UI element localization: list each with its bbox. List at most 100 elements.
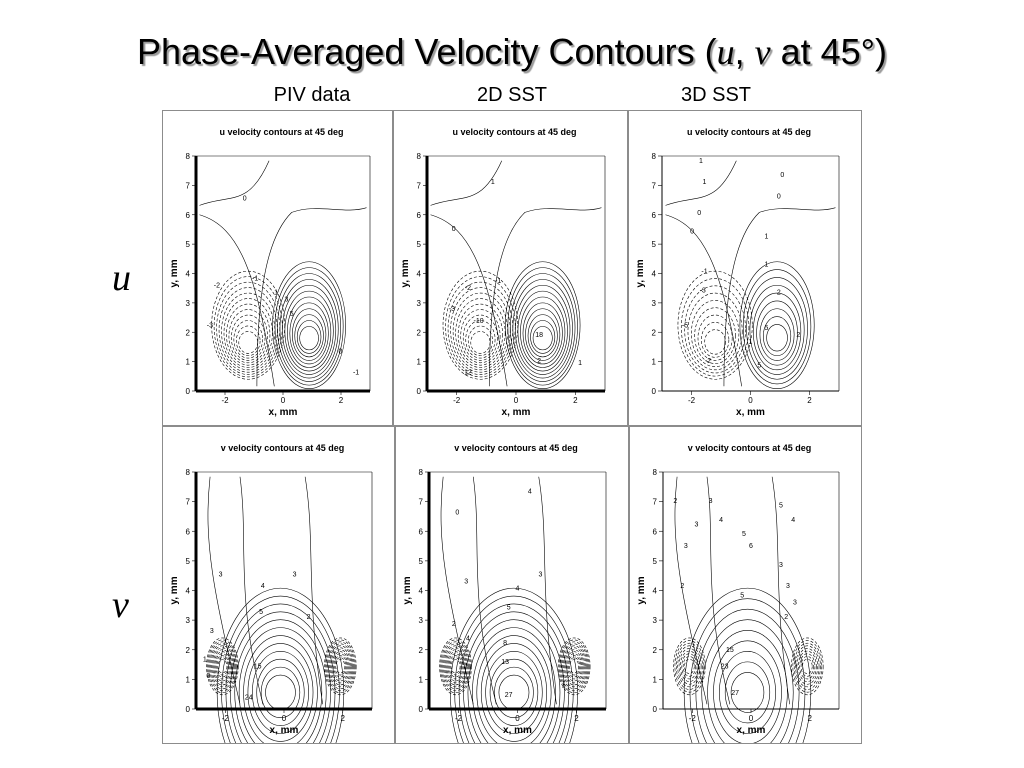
x-tick-label: -2: [221, 396, 229, 405]
contour-ring: [465, 320, 496, 359]
contour-line: [665, 160, 737, 206]
contour-lines: [665, 160, 836, 389]
y-tick-label: 3: [652, 299, 657, 308]
y-axis-label: y, mm: [402, 576, 413, 604]
y-tick-label: 7: [186, 181, 191, 190]
contour-ring: [719, 651, 776, 734]
contour-ring: [800, 656, 814, 677]
contour-line: [538, 476, 557, 705]
contour-ring: [226, 303, 271, 366]
contour-label: -3: [700, 287, 706, 294]
contour-label: 2: [673, 498, 677, 505]
contour-ring: [507, 267, 578, 386]
x-axis-label: x, mm: [502, 407, 531, 418]
contour-label: 4: [791, 517, 795, 524]
contour-ring: [279, 279, 339, 379]
contour-ring: [756, 300, 798, 366]
contour-label: -1: [353, 370, 359, 377]
contour-ring: [238, 627, 323, 743]
y-tick-label: 4: [419, 587, 424, 596]
contour-ring: [697, 314, 733, 361]
y-tick-label: 1: [186, 358, 191, 367]
contour-lines: [199, 160, 367, 389]
contour-label: 2: [307, 614, 311, 621]
contour-ring: [532, 326, 553, 351]
contour-label: -3: [449, 306, 455, 313]
y-tick-label: 3: [417, 299, 422, 308]
contour-label: -1: [701, 269, 707, 276]
contour-label: 15: [726, 647, 734, 654]
y-tick-label: 0: [186, 387, 191, 396]
contour-ring: [211, 270, 286, 380]
contour-ring: [472, 627, 556, 743]
contour-ring: [208, 641, 237, 692]
y-tick-label: 2: [186, 328, 191, 337]
contour-ring: [218, 287, 278, 373]
x-axis-label: x, mm: [503, 725, 532, 736]
contour-label: 3: [539, 571, 543, 578]
contour-ring: [520, 296, 566, 368]
contour-ring: [284, 290, 334, 372]
contour-panel-u-piv: u velocity contours at 45 deg 0 1 2 3 4 5 6 7 8 -2…: [162, 110, 393, 426]
contour-ring: [798, 650, 817, 682]
contour-ring: [695, 608, 800, 743]
contour-label: 3: [464, 578, 468, 585]
contour-label: 3: [779, 562, 783, 569]
contour-label: 3: [293, 571, 297, 578]
y-axis-label: y, mm: [169, 259, 180, 287]
contour-ring: [449, 587, 578, 743]
contour-line: [430, 160, 503, 206]
contour-line: [674, 476, 708, 705]
contour-ring: [766, 324, 788, 352]
contour-label: 27: [505, 692, 513, 699]
contour-ring: [221, 595, 340, 743]
contour-ring: [682, 656, 696, 677]
y-tick-label: 1: [419, 675, 424, 684]
y-tick-label: 2: [417, 328, 422, 337]
contour-ring: [462, 314, 498, 361]
contour-panel-v-3d-sst: v velocity contours at 45 deg 0 1 2 3 4 5 6 7 8 -2…: [629, 426, 862, 744]
contour-ring: [299, 326, 319, 351]
contour-label: 0: [243, 196, 247, 203]
row-label-u: u: [112, 257, 131, 299]
contour-label: 5: [742, 531, 746, 538]
contour-ring: [505, 261, 581, 389]
contour-ring: [752, 292, 802, 371]
contour-label: 3: [219, 571, 223, 578]
contour-ring: [236, 325, 261, 357]
contour-ring: [243, 635, 318, 743]
contour-line: [771, 476, 791, 705]
contour-ring: [217, 659, 228, 674]
y-tick-label: 4: [186, 270, 191, 279]
contour-ring: [260, 666, 301, 718]
contour-line: [489, 207, 602, 387]
contour-label: 12: [464, 370, 472, 377]
contour-ring: [707, 629, 788, 743]
contour-ring: [454, 595, 574, 743]
contour-label: 2: [784, 614, 788, 621]
y-tick-label: 7: [653, 498, 658, 507]
contour-ring: [442, 643, 469, 690]
y-tick-label: 5: [417, 240, 422, 249]
y-tick-label: 0: [417, 387, 422, 396]
contour-ring: [485, 651, 543, 734]
contour-label: 27: [731, 690, 739, 697]
contour-label: 1: [699, 158, 703, 165]
contour-ring: [762, 316, 792, 357]
contour-ring: [294, 314, 324, 358]
contour-label: -1: [495, 278, 501, 285]
contour-ring: [467, 325, 493, 357]
y-tick-label: 1: [652, 358, 657, 367]
contour-ring: [458, 603, 570, 743]
y-tick-label: 2: [419, 646, 424, 655]
x-tick-label: 2: [340, 714, 345, 723]
contour-ring: [215, 655, 230, 678]
contour-ring: [730, 672, 765, 713]
contour-lines: [439, 476, 591, 743]
contour-label: 1: [764, 233, 768, 240]
contour-label: 3: [694, 522, 698, 529]
y-tick-label: 1: [653, 675, 658, 684]
contour-ring: [480, 643, 548, 742]
contour-ring: [559, 641, 589, 692]
contour-label: -2: [214, 283, 220, 290]
